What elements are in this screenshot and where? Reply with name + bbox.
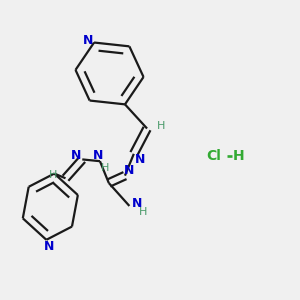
Text: N: N	[93, 149, 104, 162]
Text: H: H	[139, 207, 147, 218]
Text: H: H	[49, 170, 57, 180]
Text: N: N	[82, 34, 93, 47]
Text: N: N	[134, 153, 145, 166]
Text: N: N	[132, 197, 142, 210]
Text: H: H	[157, 121, 165, 131]
Text: Cl: Cl	[206, 149, 221, 164]
Text: H: H	[101, 163, 110, 173]
Text: H: H	[232, 149, 244, 164]
Text: N: N	[124, 164, 135, 177]
Text: N: N	[70, 149, 81, 162]
Text: N: N	[44, 240, 54, 253]
